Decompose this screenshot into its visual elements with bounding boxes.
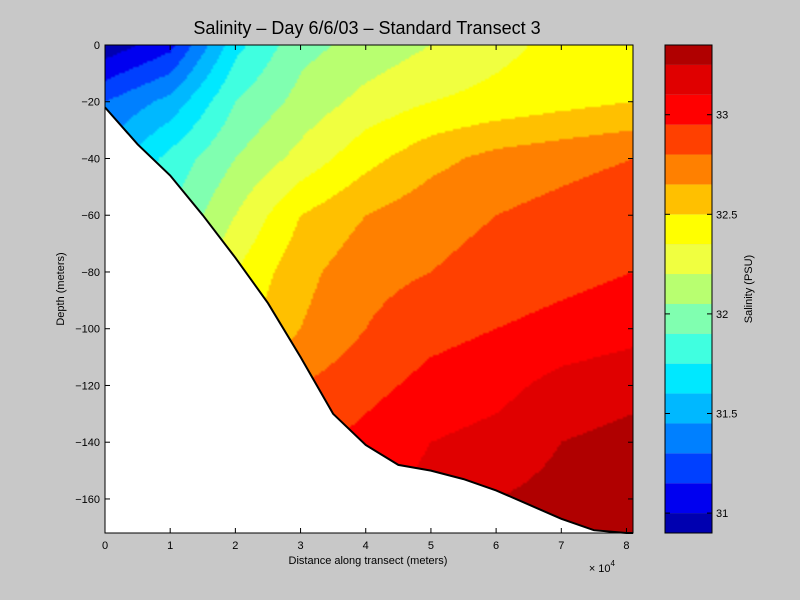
colorbar-swatch [665,274,712,304]
x-axis-multiplier: × 104 [589,559,616,575]
colorbar-swatch [665,45,712,65]
y-tick-label: −60 [81,210,100,222]
x-multiplier-exponent: 4 [611,559,616,568]
colorbar-tick-label: 31.5 [716,408,737,420]
seafloor-profile-line [104,106,633,534]
colorbar-swatch [665,94,712,125]
y-tick-label: −120 [75,380,100,392]
colorbar [665,45,712,533]
y-tick-label: −40 [81,153,100,165]
x-tick-label: 0 [102,540,108,552]
x-tick-label: 5 [428,540,434,552]
contour-plot-area [104,44,634,534]
colorbar-tick-label: 31 [716,508,728,520]
colorbar-tick-label: 33 [716,110,728,122]
x-axis: 0 1 2 3 4 5 6 7 8 [102,45,630,552]
y-tick-label: 0 [94,40,100,52]
x-tick-label: 2 [232,540,238,552]
seafloor-mask [105,107,633,534]
y-tick-label: −100 [75,324,100,336]
y-axis-label: Depth (meters) [55,252,67,325]
x-tick-label: 4 [363,540,369,552]
colorbar-swatch [665,333,712,364]
colorbar-swatch [665,214,712,245]
colorbar-swatch [665,303,712,334]
colorbar-swatch [665,483,712,514]
y-tick-label: −20 [81,97,100,109]
x-multiplier-base: × 10 [589,563,611,575]
colorbar-swatch [665,423,712,454]
x-tick-label: 3 [297,540,303,552]
x-tick-label: 6 [493,540,499,552]
colorbar-ticks: 31 31.5 32 32.5 33 [665,110,737,520]
x-axis-label: Distance along transect (meters) [289,555,448,567]
colorbar-tick-label: 32.5 [716,209,737,221]
y-tick-label: −80 [81,267,100,279]
colorbar-swatch [665,124,712,155]
colorbar-tick-label: 32 [716,309,728,321]
colorbar-swatch [665,244,712,275]
colorbar-swatch [665,184,712,215]
x-tick-label: 8 [623,540,629,552]
colorbar-frame [664,44,713,534]
y-tick-label: −160 [75,494,100,506]
y-tick-label: −140 [75,437,100,449]
colorbar-swatch [665,154,712,185]
x-tick-label: 7 [558,540,564,552]
y-axis: 0 −20 −40 −60 −80 −100 −120 −140 −160 [75,40,633,506]
x-tick-label: 1 [167,540,173,552]
colorbar-label: Salinity (PSU) [743,255,755,323]
colorbar-swatch [665,363,712,394]
colorbar-swatch [665,513,712,533]
colorbar-swatch [665,64,712,95]
chart-title: Salinity – Day 6/6/03 – Standard Transec… [193,18,540,38]
colorbar-swatch [665,393,712,424]
colorbar-swatch [665,453,712,484]
plot-frame [104,44,634,534]
